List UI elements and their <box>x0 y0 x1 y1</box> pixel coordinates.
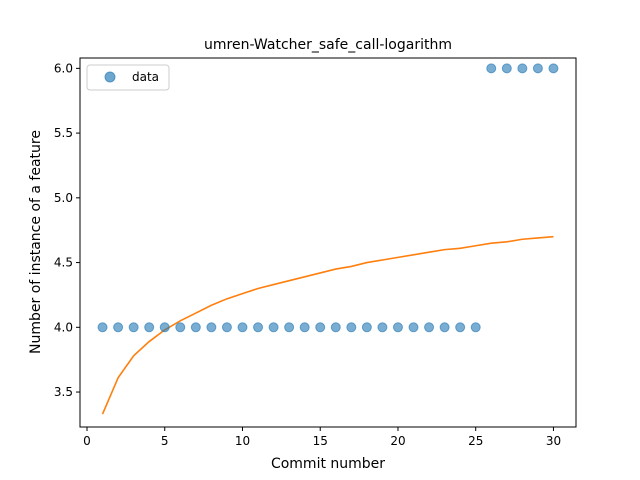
data-point <box>408 322 419 333</box>
data-point <box>97 322 108 333</box>
data-point <box>532 63 543 74</box>
data-point <box>330 322 341 333</box>
y-tick-label: 6.0 <box>54 61 73 75</box>
x-axis-label: Commit number <box>271 456 385 472</box>
x-tick-label: 25 <box>468 434 483 448</box>
data-point <box>392 322 403 333</box>
data-point <box>237 322 248 333</box>
y-tick-label: 5.0 <box>54 191 73 205</box>
legend-marker-data <box>104 71 116 83</box>
x-tick-label: 10 <box>235 434 250 448</box>
y-tick-label: 5.5 <box>54 126 73 140</box>
data-point <box>268 322 279 333</box>
data-point <box>548 63 559 74</box>
y-axis-label: Number of instance of a feature <box>28 130 44 354</box>
x-tick-label: 0 <box>83 434 91 448</box>
x-axis: 0 5 10 15 20 25 30 <box>83 427 561 448</box>
legend-box <box>86 64 170 91</box>
data-point <box>486 63 497 74</box>
data-point <box>315 322 326 333</box>
data-point <box>190 322 201 333</box>
x-tick-label: 20 <box>390 434 405 448</box>
data-point <box>284 322 295 333</box>
data-point <box>221 322 232 333</box>
legend: data <box>86 64 170 91</box>
data-point <box>175 322 186 333</box>
data-point <box>144 322 155 333</box>
data-point <box>206 322 217 333</box>
x-tick-label: 5 <box>161 434 169 448</box>
data-point <box>455 322 466 333</box>
data-point <box>253 322 264 333</box>
data-point <box>517 63 528 74</box>
legend-label-data: data <box>132 70 159 84</box>
plot-frame <box>79 57 577 428</box>
data-point <box>470 322 481 333</box>
y-tick-label: 4.0 <box>54 320 73 334</box>
y-tick-label: 4.5 <box>54 256 73 270</box>
data-point <box>113 322 124 333</box>
data-point <box>346 322 357 333</box>
x-tick-label: 30 <box>546 434 561 448</box>
chart-marks <box>97 63 559 415</box>
x-tick-label: 15 <box>313 434 328 448</box>
data-point <box>424 322 435 333</box>
data-point <box>299 322 310 333</box>
data-point <box>377 322 388 333</box>
data-point <box>439 322 450 333</box>
data-point <box>159 322 170 333</box>
y-tick-label: 3.5 <box>54 385 73 399</box>
data-point <box>361 322 372 333</box>
plot-area <box>79 57 577 428</box>
chart-title: umren-Watcher_safe_call-logarithm <box>204 37 452 53</box>
fit-line <box>101 235 554 415</box>
data-point <box>128 322 139 333</box>
data-point <box>501 63 512 74</box>
y-axis: 3.5 4.0 4.5 5.0 5.5 6.0 <box>54 61 80 399</box>
